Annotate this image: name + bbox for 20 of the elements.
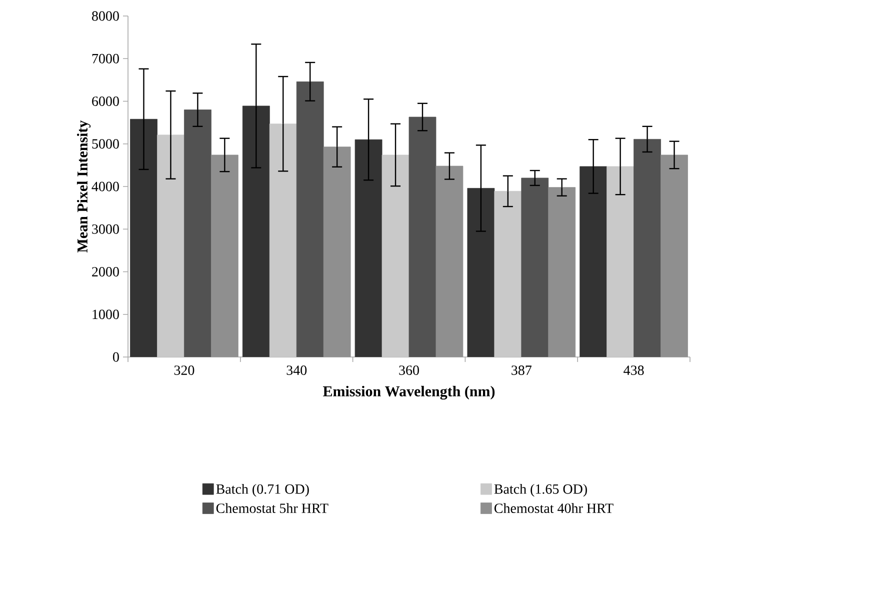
legend-label: Batch (0.71 OD) — [216, 484, 309, 497]
x-tick-label: 387 — [512, 366, 532, 375]
x-axis-title: Emission Wavelength (nm) — [322, 386, 495, 400]
legend-label: Chemostat 40hr HRT — [494, 503, 614, 514]
y-tick-label: 2000 — [92, 267, 119, 276]
y-tick-label: 4000 — [92, 182, 119, 192]
y-tick-label: 0 — [113, 352, 119, 362]
y-tick-label: 5000 — [92, 139, 119, 149]
y-tick-label: 8000 — [92, 11, 119, 21]
y-axis-title: Mean Pixel Intensity — [76, 120, 91, 252]
legend-label: Chemostat 5hr HRT — [216, 503, 328, 514]
x-tick-label: 320 — [174, 366, 194, 375]
x-tick-label: 340 — [286, 366, 307, 375]
y-tick-label: 3000 — [92, 224, 119, 234]
x-tick-label: 360 — [399, 366, 419, 375]
legend-label: Batch (1.65 OD) — [494, 484, 587, 497]
y-tick-label: 6000 — [92, 96, 119, 106]
x-tick-label: 438 — [624, 366, 644, 375]
y-tick-label: 7000 — [92, 54, 119, 64]
y-tick-label: 1000 — [92, 310, 119, 320]
